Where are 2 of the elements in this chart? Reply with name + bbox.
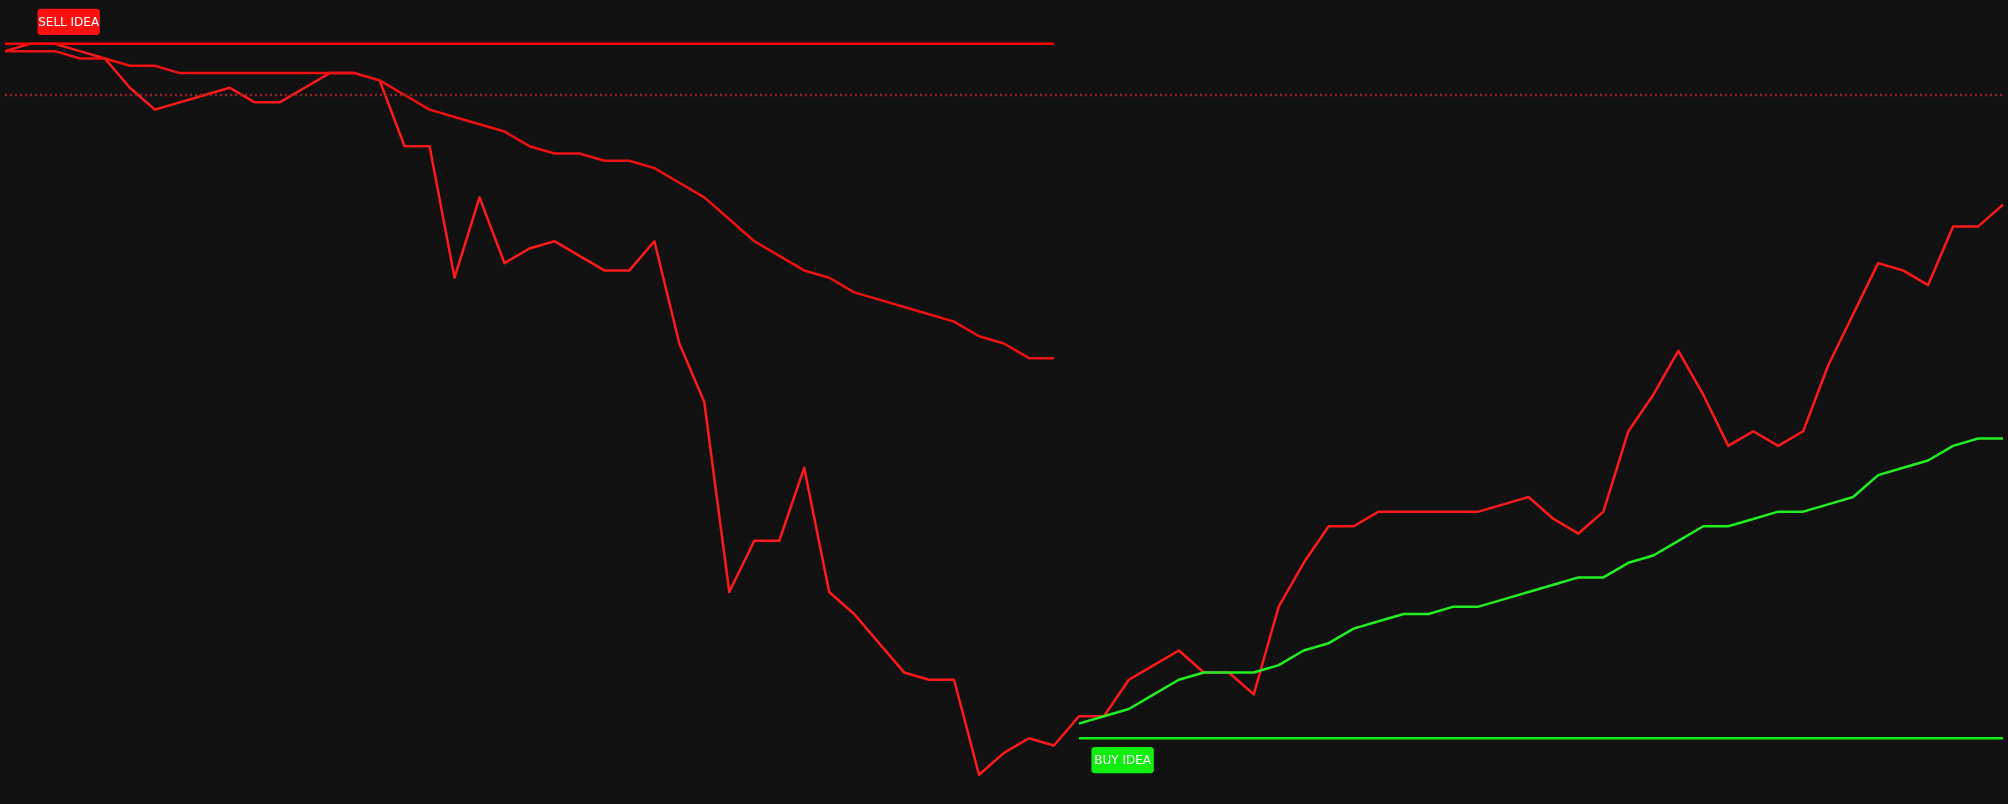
text: SELL IDEA [38, 14, 100, 29]
annotation: BUY IDEA [1094, 753, 1152, 768]
